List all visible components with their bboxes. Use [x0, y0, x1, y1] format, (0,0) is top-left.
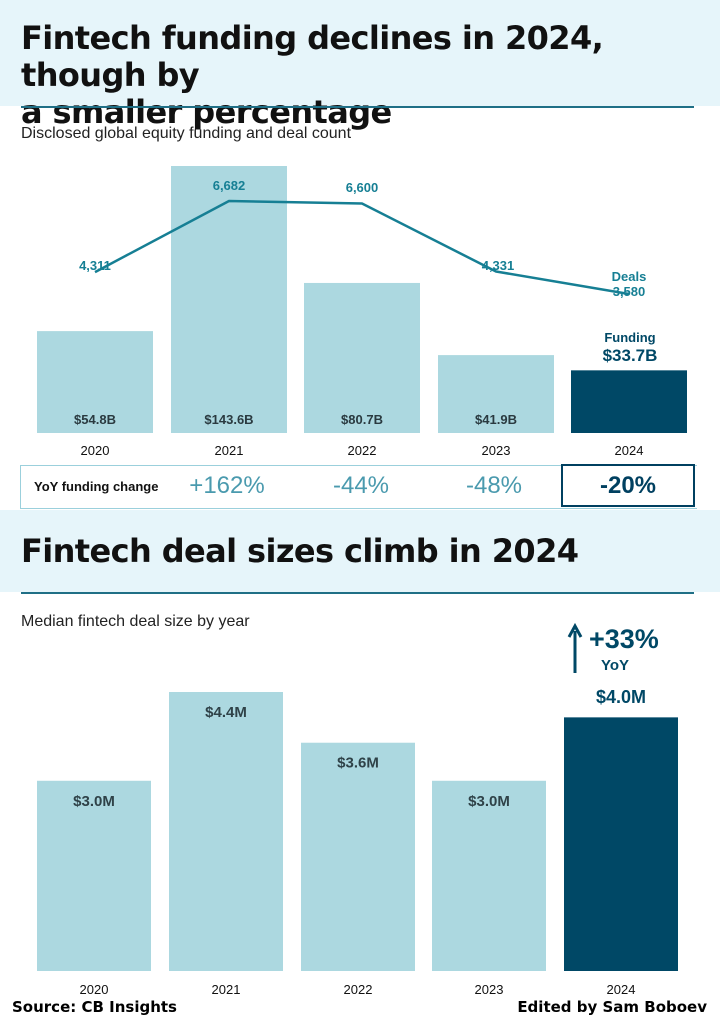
- chart-title-2: Fintech deal sizes climb in 2024: [21, 532, 579, 570]
- deals-label-2022: 6,600: [346, 180, 379, 195]
- x-tick-2020: 2020: [81, 443, 110, 458]
- yoy-value-2021: +162%: [189, 472, 265, 499]
- deal-size-label-2024: $4.0M: [596, 687, 646, 707]
- deals-label-2024: 3,580: [613, 284, 646, 299]
- x-tick-2022: 2022: [348, 443, 377, 458]
- chart-subtitle-1: Disclosed global equity funding and deal…: [21, 125, 352, 142]
- deal-size-bar-2022: [301, 742, 415, 971]
- funding-label-2023: $41.9B: [475, 412, 517, 427]
- deal-size-bar-2023: [432, 780, 546, 971]
- yoy-value-2022: -44%: [332, 472, 390, 499]
- deal-size-label-2023: $3.0M: [468, 793, 510, 810]
- x-tick-2-2022: 2022: [344, 982, 373, 997]
- x-tick-2-2023: 2023: [475, 982, 504, 997]
- yoy-growth-unit: YoY: [601, 657, 629, 674]
- funding-bar-2022: [304, 282, 420, 433]
- deal-size-bar-2024: [564, 717, 678, 971]
- chart-subtitle-2: Median fintech deal size by year: [21, 613, 250, 630]
- chart-title-1: Fintech funding declines in 2024, though…: [21, 20, 720, 131]
- deals-label-2020: 4,311: [79, 258, 111, 273]
- yoy-value-2024: -20%: [561, 464, 695, 507]
- deal-size-bar-2021: [169, 692, 283, 971]
- chart-title-1-line-2: a smaller percentage: [21, 93, 392, 131]
- x-tick-2023: 2023: [482, 443, 511, 458]
- funding-label-2021: $143.6B: [204, 412, 253, 427]
- up-arrow-head-icon: [567, 622, 583, 638]
- funding-bar-2023: [438, 355, 554, 433]
- title-band-2: Fintech deal sizes climb in 2024: [0, 510, 720, 592]
- funding-bar-2021: [171, 166, 287, 433]
- deals-label-2023: 4,331: [482, 258, 515, 273]
- funding-label-2020: $54.8B: [74, 412, 116, 427]
- yoy-change-row: YoY funding change +162% -44% -48%: [20, 465, 697, 509]
- deal-size-label-2022: $3.6M: [337, 755, 379, 772]
- yoy-label: YoY funding change: [34, 479, 159, 494]
- x-tick-2021: 2021: [215, 443, 244, 458]
- title-band-1: Fintech funding declines in 2024, though…: [0, 0, 720, 131]
- title-rule-1: [21, 106, 694, 108]
- deal-size-label-2021: $4.4M: [205, 704, 247, 721]
- x-tick-2-2020: 2020: [80, 982, 109, 997]
- deal-size-label-2020: $3.0M: [73, 793, 115, 810]
- deals-line: [94, 199, 630, 296]
- deal-size-bar-2020: [37, 780, 151, 971]
- yoy-value-2023: -48%: [465, 472, 523, 499]
- chart-title-1-line-1: Fintech funding declines in 2024, though…: [21, 19, 604, 94]
- funding-label-2022: $80.7B: [341, 412, 383, 427]
- deals-label-2021: 6,682: [213, 178, 246, 193]
- funding-deals-chart: $54.8B 2020 $143.6B 2021 $80.7B 2022 $41.9B 202…: [37, 166, 687, 458]
- deals-series-name: Deals: [612, 269, 647, 284]
- x-tick-2024: 2024: [615, 443, 644, 458]
- editor-credit: Edited by Sam Boboev: [517, 998, 707, 1016]
- title-rule-2: [21, 592, 694, 594]
- funding-bar-2020: [37, 331, 153, 433]
- source-note: Source: CB Insights: [12, 998, 177, 1016]
- funding-bar-2024: [571, 370, 687, 433]
- funding-series-name: Funding: [604, 330, 655, 345]
- x-tick-2-2024: 2024: [607, 982, 636, 997]
- x-tick-2-2021: 2021: [212, 982, 241, 997]
- yoy-growth-value: +33%: [589, 624, 659, 654]
- funding-label-2024: $33.7B: [603, 346, 658, 365]
